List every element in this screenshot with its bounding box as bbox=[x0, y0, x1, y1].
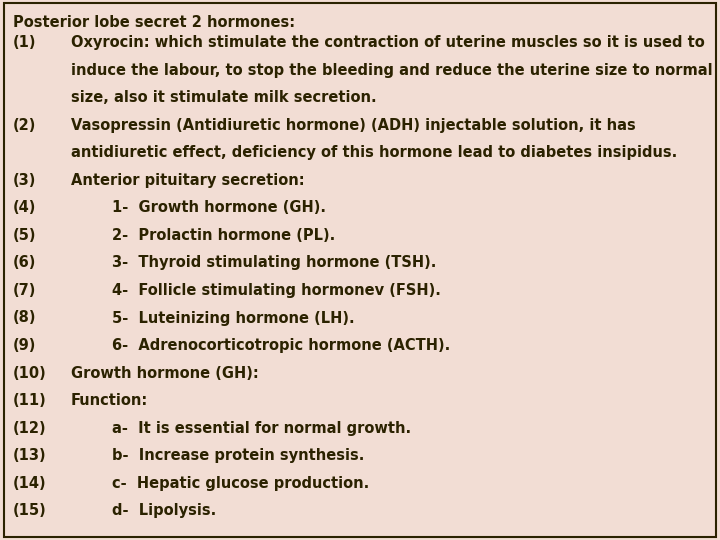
Text: (9): (9) bbox=[13, 338, 36, 353]
Text: 6-  Adrenocorticotropic hormone (ACTH).: 6- Adrenocorticotropic hormone (ACTH). bbox=[112, 338, 450, 353]
Text: induce the labour, to stop the bleeding and reduce the uterine size to normal: induce the labour, to stop the bleeding … bbox=[71, 63, 712, 78]
Text: (5): (5) bbox=[13, 228, 37, 243]
Text: (10): (10) bbox=[13, 366, 47, 381]
Text: (8): (8) bbox=[13, 310, 37, 326]
Text: (7): (7) bbox=[13, 283, 36, 298]
FancyBboxPatch shape bbox=[4, 3, 716, 537]
Text: b-  Increase protein synthesis.: b- Increase protein synthesis. bbox=[112, 448, 364, 463]
Text: 1-  Growth hormone (GH).: 1- Growth hormone (GH). bbox=[112, 200, 325, 215]
Text: size, also it stimulate milk secretion.: size, also it stimulate milk secretion. bbox=[71, 90, 376, 105]
Text: Growth hormone (GH):: Growth hormone (GH): bbox=[71, 366, 258, 381]
Text: (13): (13) bbox=[13, 448, 47, 463]
Text: (3): (3) bbox=[13, 173, 36, 188]
Text: 4-  Follicle stimulating hormonev (FSH).: 4- Follicle stimulating hormonev (FSH). bbox=[112, 283, 441, 298]
Text: 3-  Thyroid stimulating hormone (TSH).: 3- Thyroid stimulating hormone (TSH). bbox=[112, 255, 436, 271]
Text: d-  Lipolysis.: d- Lipolysis. bbox=[112, 503, 216, 518]
Text: a-  It is essential for normal growth.: a- It is essential for normal growth. bbox=[112, 421, 410, 436]
Text: (11): (11) bbox=[13, 393, 47, 408]
Text: (2): (2) bbox=[13, 118, 36, 133]
Text: 2-  Prolactin hormone (PL).: 2- Prolactin hormone (PL). bbox=[112, 228, 335, 243]
Text: Vasopressin (Antidiuretic hormone) (ADH) injectable solution, it has: Vasopressin (Antidiuretic hormone) (ADH)… bbox=[71, 118, 635, 133]
Text: (12): (12) bbox=[13, 421, 47, 436]
Text: (4): (4) bbox=[13, 200, 36, 215]
Text: (6): (6) bbox=[13, 255, 36, 271]
Text: (15): (15) bbox=[13, 503, 47, 518]
Text: Oxyrocin: which stimulate the contraction of uterine muscles so it is used to: Oxyrocin: which stimulate the contractio… bbox=[71, 35, 704, 50]
Text: antidiuretic effect, deficiency of this hormone lead to diabetes insipidus.: antidiuretic effect, deficiency of this … bbox=[71, 145, 677, 160]
Text: Anterior pituitary secretion:: Anterior pituitary secretion: bbox=[71, 173, 304, 188]
Text: Posterior lobe secret 2 hormones:: Posterior lobe secret 2 hormones: bbox=[13, 15, 295, 30]
Text: Function:: Function: bbox=[71, 393, 148, 408]
Text: c-  Hepatic glucose production.: c- Hepatic glucose production. bbox=[112, 476, 369, 491]
Text: (1): (1) bbox=[13, 35, 37, 50]
Text: (14): (14) bbox=[13, 476, 47, 491]
Text: 5-  Luteinizing hormone (LH).: 5- Luteinizing hormone (LH). bbox=[112, 310, 354, 326]
